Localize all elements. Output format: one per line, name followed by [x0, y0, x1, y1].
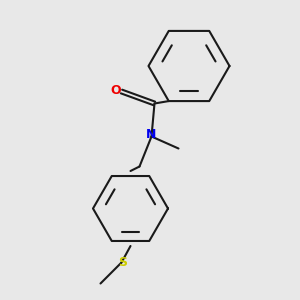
Text: O: O — [111, 83, 122, 97]
Text: S: S — [118, 256, 127, 269]
Text: N: N — [146, 128, 157, 142]
